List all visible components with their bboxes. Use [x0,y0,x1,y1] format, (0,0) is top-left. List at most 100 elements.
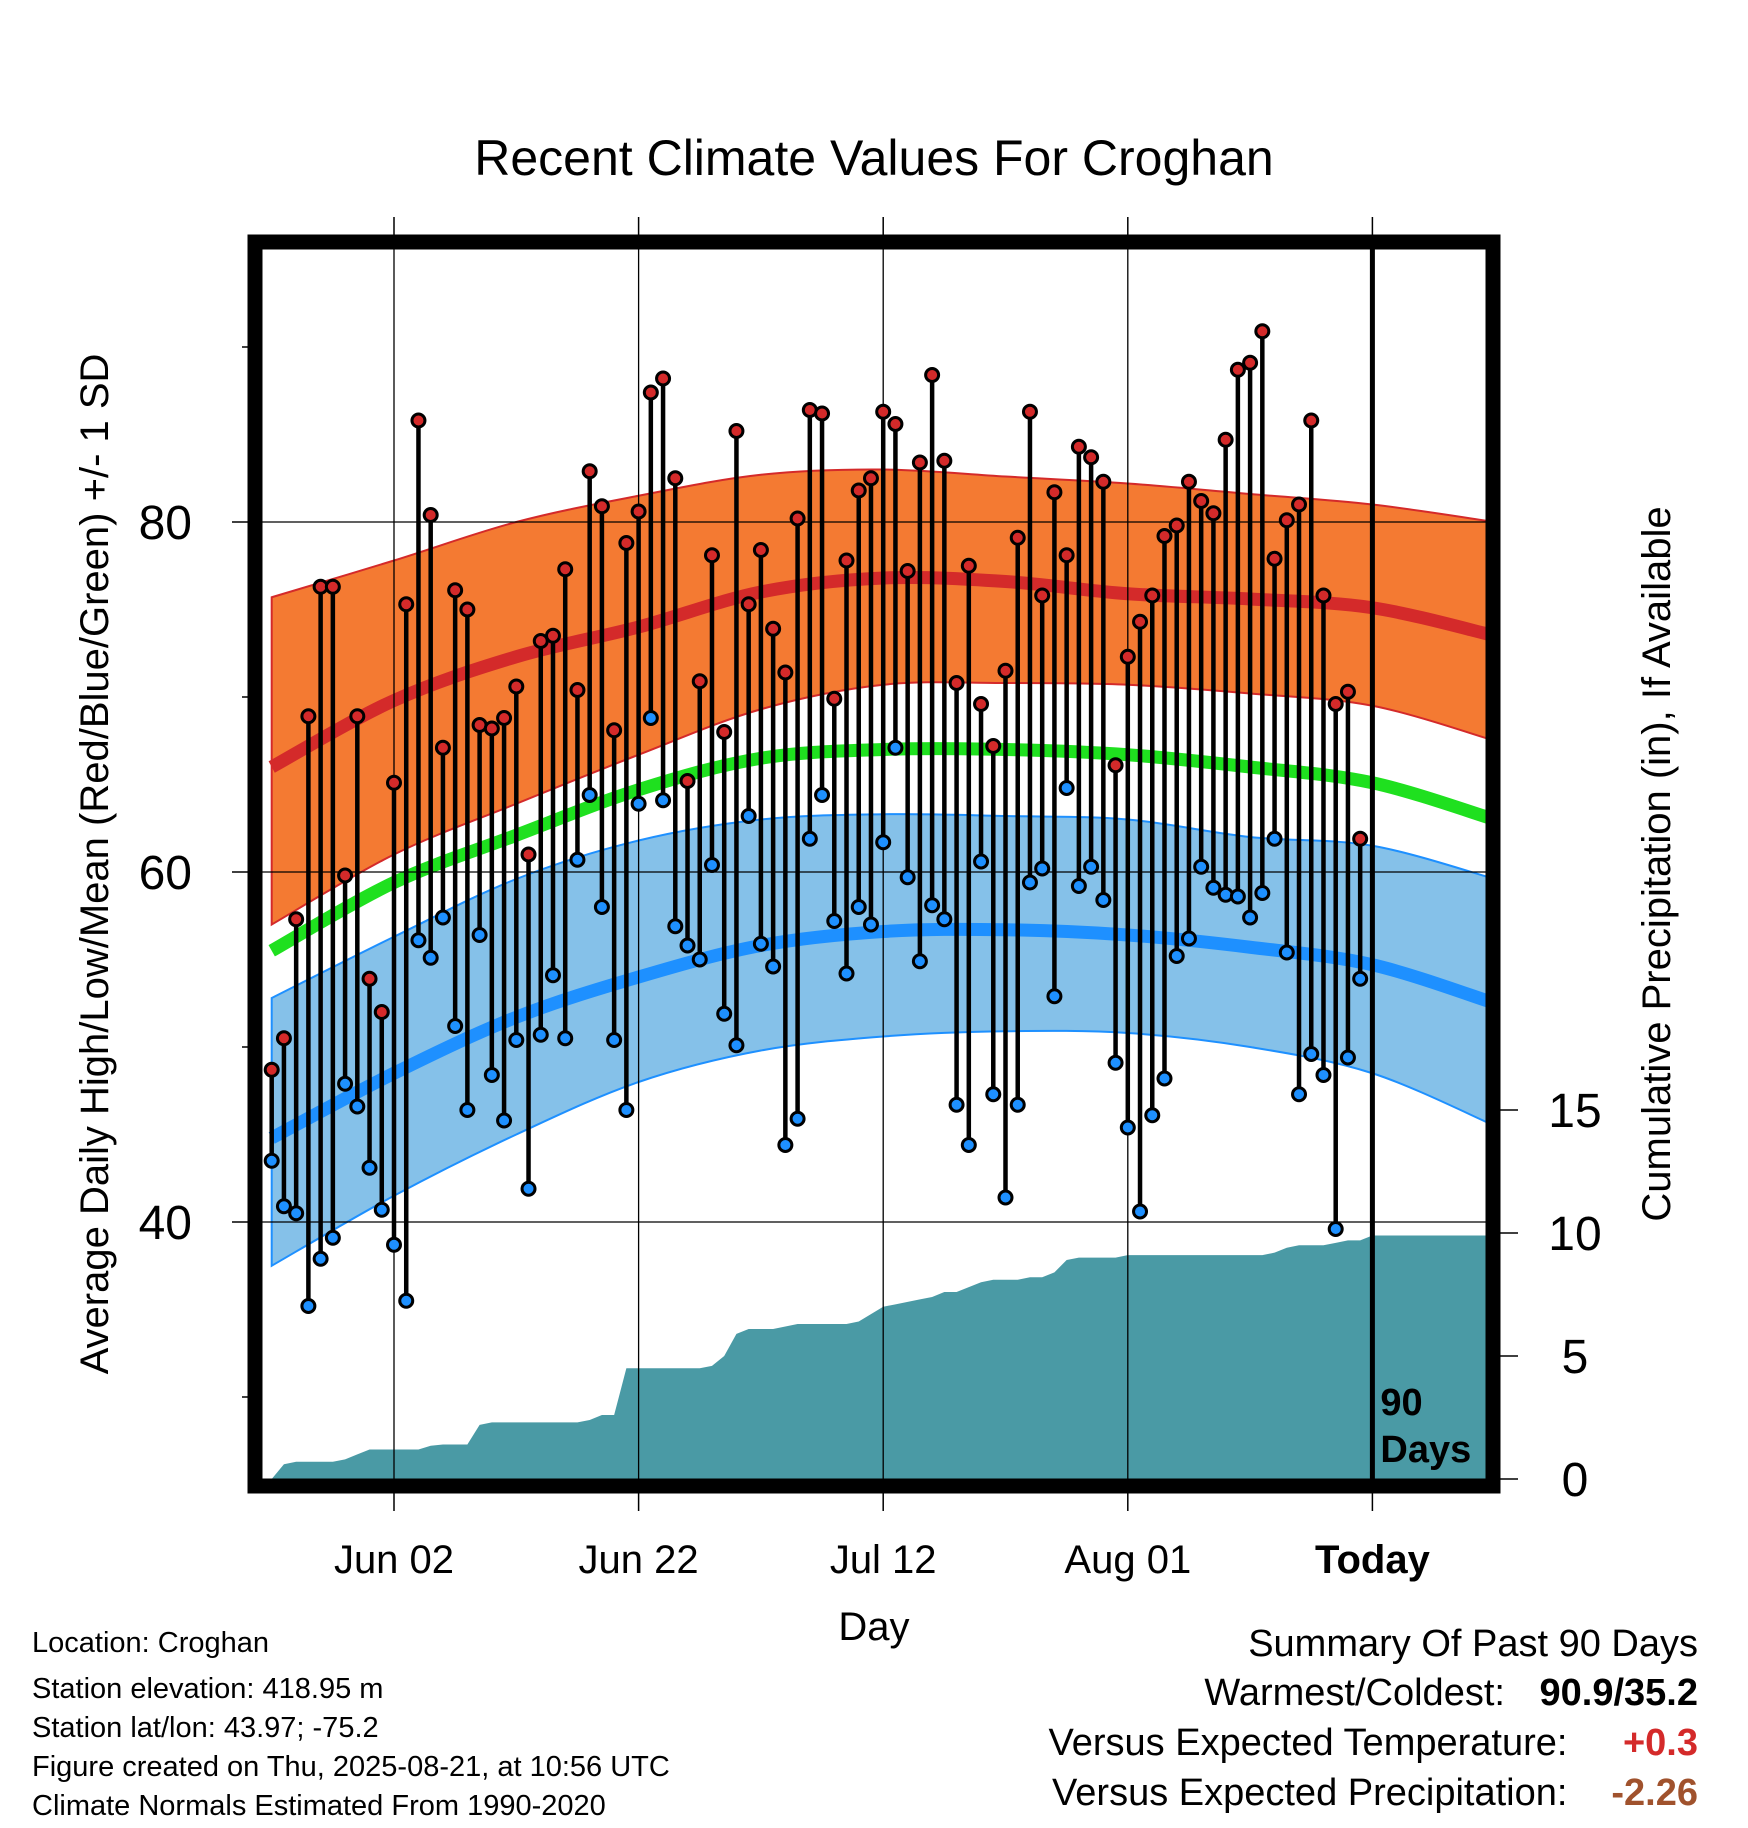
daily-low-point [1242,909,1259,926]
daily-low-point [875,834,892,851]
daily-low-point [911,953,928,970]
summary-title: Summary Of Past 90 Days [1248,1623,1698,1665]
daily-low-point [1266,830,1283,847]
summary-warmest-row: Warmest/Coldest: 90.9/35.2 [1204,1672,1698,1715]
x-tick-label: Jun 22 [579,1538,699,1582]
daily-high-point [973,696,990,712]
daily-high-point [1107,757,1124,774]
daily-low-point [1229,888,1246,905]
daily-low-point [483,1067,500,1083]
daily-low-point [826,913,843,929]
today-marker-unit: Days [1380,1429,1471,1471]
daily-low-point [1070,878,1087,894]
daily-low-point [740,808,757,824]
daily-high-point [1070,438,1087,455]
daily-high-point [667,470,684,487]
daily-high-point [899,563,916,579]
daily-high-point [740,596,757,613]
daily-high-point [887,416,904,432]
daily-high-point [324,578,341,595]
daily-high-point [459,601,476,618]
daily-high-point [1009,529,1026,546]
daily-low-point [973,853,990,870]
daily-high-point [642,384,659,401]
daily-low-point [1107,1054,1124,1071]
daily-high-point [593,498,610,515]
plot-area: 90 Days [262,249,1486,1479]
daily-low-point [1156,1070,1173,1087]
daily-low-point [471,927,488,943]
daily-low-point [581,787,598,803]
summary-warmest-label: Warmest/Coldest: [1204,1672,1505,1714]
daily-high-point [349,708,366,725]
daily-high-point [630,503,647,520]
daily-low-point [1119,1119,1136,1136]
plot-frame [247,234,1501,1494]
daily-high-point [777,664,794,681]
daily-low-point [1180,930,1197,947]
daily-high-point [544,627,561,644]
daily-high-point [263,1061,280,1078]
daily-high-point [386,774,402,791]
daily-high-point [557,561,574,578]
daily-low-point [1144,1107,1161,1124]
daily-high-point [1352,830,1369,847]
daily-low-point [655,792,672,809]
today-marker-count: 90 [1380,1382,1422,1424]
y-tick-label: 40 [139,1197,192,1250]
daily-low-point [765,958,782,975]
daily-low-point [288,1205,305,1222]
daily-high-point [850,482,867,499]
daily-high-point [1229,361,1246,378]
daily-low-point [899,869,916,886]
daily-high-point [410,412,427,429]
daily-low-point [703,857,720,873]
daily-low-point [618,1102,635,1118]
daily-high-point [814,405,831,422]
daily-high-point [361,970,378,987]
daily-high-point [1254,323,1271,340]
daily-high-point [373,1004,390,1020]
y2-axis-label: Cumulative Precipitation (in), If Availa… [1635,506,1679,1221]
daily-low-point [410,932,427,949]
daily-low-point [1291,1086,1308,1103]
high-sd-band [270,468,1486,927]
daily-low-point [1327,1221,1344,1237]
daily-high-point [985,738,1002,754]
summary-temp-row: Versus Expected Temperature: +0.3 [1049,1722,1698,1765]
daily-low-point [496,1112,513,1129]
daily-low-point [789,1110,806,1127]
summary-temp-value: +0.3 [1622,1722,1698,1764]
daily-high-point [275,1030,292,1047]
y2-tick-label: 10 [1548,1208,1601,1261]
x-tick-label: Jun 02 [334,1538,454,1582]
daily-low-point [447,1018,464,1034]
daily-high-point [936,452,953,469]
y-tick-label: 60 [139,847,192,900]
daily-high-point [997,662,1014,679]
daily-high-point [569,682,586,698]
daily-low-point [985,1086,1002,1103]
daily-high-point [960,557,977,574]
daily-low-point [275,1198,292,1215]
daily-low-point [1083,858,1100,875]
daily-high-point [1193,493,1210,509]
x-axis-label: Day [838,1605,909,1649]
daily-low-point [691,951,708,968]
daily-high-point [300,708,317,725]
daily-high-point [520,846,537,863]
info-elevation: Station elevation: 418.95 m [32,1673,384,1705]
daily-high-point [1144,587,1161,604]
precip-area [271,1235,1486,1479]
daily-high-point [765,620,782,637]
daily-high-point [1034,587,1051,604]
daily-high-point [1266,550,1283,567]
info-normals: Climate Normals Estimated From 1990-2020 [32,1790,606,1822]
daily-low-point [728,1037,745,1054]
low-sd-band [270,813,1486,1268]
daily-low-point [1034,860,1051,877]
axes: 40 60 80 0 5 10 15 Jun 02 Jun 22 Jul 12 Aug 01 Toda… [139,217,1602,1582]
daily-low-point [1095,892,1112,908]
daily-high-point [1303,412,1320,429]
daily-low-point [606,1032,623,1048]
